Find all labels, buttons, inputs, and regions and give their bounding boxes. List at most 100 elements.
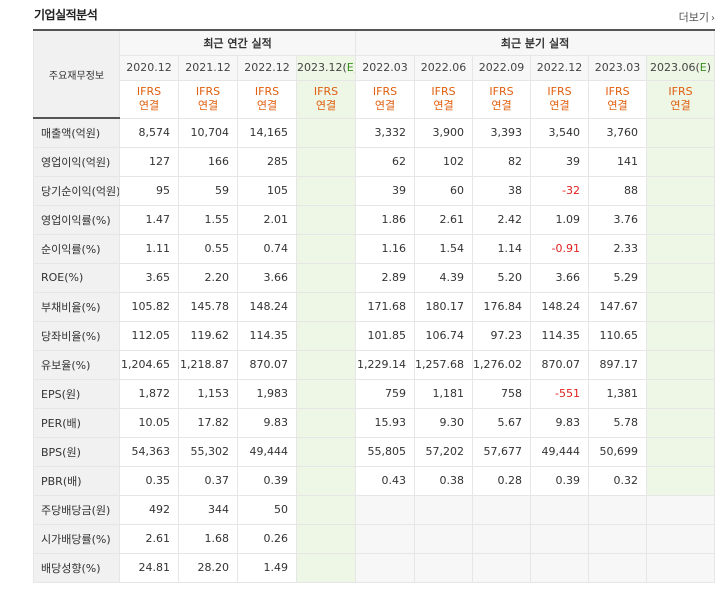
table-cell: 10,704 bbox=[178, 117, 238, 148]
section-title: 기업실적분석 bbox=[34, 8, 98, 22]
table-cell: 102 bbox=[414, 146, 474, 177]
table-cell: 0.74 bbox=[237, 233, 297, 264]
consolidated-label: 연결 bbox=[374, 99, 396, 112]
table-cell: 2.20 bbox=[178, 262, 238, 293]
period-header: 2022.12 bbox=[237, 54, 297, 81]
table-cell bbox=[646, 146, 716, 177]
table-cell: 97.23 bbox=[472, 320, 532, 351]
table-cell bbox=[530, 552, 590, 583]
period-header: 2022.12 bbox=[530, 54, 590, 81]
table-cell bbox=[472, 552, 532, 583]
row-label: 배당성향(%) bbox=[33, 552, 120, 583]
table-row: 순이익률(%) 1.11 0.55 0.74 1.16 1.54 1.14 -0.91 2.33 bbox=[33, 233, 716, 264]
table-cell: 114.35 bbox=[237, 320, 297, 351]
table-cell: 1,257.68 bbox=[414, 349, 474, 380]
row-label: BPS(원) bbox=[33, 436, 120, 467]
table-cell: 55,302 bbox=[178, 436, 238, 467]
table-cell: 1.11 bbox=[119, 233, 179, 264]
row-label: 당기순이익(억원) bbox=[33, 175, 120, 206]
table-cell: 105 bbox=[237, 175, 297, 206]
table-cell: 492 bbox=[119, 494, 179, 525]
table-cell bbox=[295, 349, 357, 380]
table-cell bbox=[472, 494, 532, 525]
quarter-group-header: 최근 분기 실적 bbox=[355, 29, 716, 56]
ifrs-badge: IFRS 연결 bbox=[237, 79, 297, 119]
table-cell: -32 bbox=[530, 175, 590, 206]
table-cell bbox=[355, 523, 416, 554]
table-cell: 1.09 bbox=[530, 204, 590, 235]
table-cell bbox=[646, 407, 716, 438]
period-header: 2023.03 bbox=[588, 54, 648, 81]
more-link[interactable]: 더보기 › bbox=[679, 9, 715, 25]
table-cell bbox=[295, 146, 357, 177]
table-cell: 1.16 bbox=[355, 233, 416, 264]
table-cell bbox=[295, 233, 357, 264]
table-cell: 1,872 bbox=[119, 378, 179, 409]
table-cell bbox=[355, 552, 416, 583]
table-row: 매출액(억원) 8,574 10,704 14,165 3,332 3,900 3,393 3… bbox=[33, 117, 716, 148]
row-label: PBR(배) bbox=[33, 465, 120, 496]
table-row: 유보율(%) 1,204.65 1,218.87 870.07 1,229.14 1,25… bbox=[33, 349, 716, 380]
table-cell: 88 bbox=[588, 175, 648, 206]
table-cell: 1.14 bbox=[472, 233, 532, 264]
table-cell: 62 bbox=[355, 146, 416, 177]
table-row: PBR(배) 0.35 0.37 0.39 0.43 0.38 0.28 0.39 0.32 bbox=[33, 465, 716, 496]
table-cell: 0.37 bbox=[178, 465, 238, 496]
table-cell: 1,153 bbox=[178, 378, 238, 409]
table-cell: 57,677 bbox=[472, 436, 532, 467]
table-cell: 112.05 bbox=[119, 320, 179, 351]
table-cell: 1.49 bbox=[237, 552, 297, 583]
consolidated-label: 연결 bbox=[433, 99, 454, 112]
table-cell: 114.35 bbox=[530, 320, 590, 351]
table-cell: 148.24 bbox=[237, 291, 297, 322]
table-cell bbox=[295, 291, 357, 322]
table-row: BPS(원) 54,363 55,302 49,444 55,805 57,202 57,6… bbox=[33, 436, 716, 467]
table-cell bbox=[295, 465, 357, 496]
table-cell: 119.62 bbox=[178, 320, 238, 351]
row-label: 시가배당률(%) bbox=[33, 523, 120, 554]
table-cell bbox=[588, 494, 648, 525]
period-header: 2021.12 bbox=[178, 54, 238, 81]
row-label: EPS(원) bbox=[33, 378, 120, 409]
table-cell bbox=[295, 494, 357, 525]
table-cell: 5.29 bbox=[588, 262, 648, 293]
table-cell: 1.55 bbox=[178, 204, 238, 235]
period-header: 2022.09 bbox=[472, 54, 532, 81]
period-header: 2022.03 bbox=[355, 54, 416, 81]
table-cell: 55,805 bbox=[355, 436, 416, 467]
table-cell: 344 bbox=[178, 494, 238, 525]
ifrs-label: IFRS bbox=[547, 85, 572, 98]
table-cell: 1,204.65 bbox=[119, 349, 179, 380]
table-cell: 49,444 bbox=[530, 436, 590, 467]
table-cell: 1.47 bbox=[119, 204, 179, 235]
table-cell bbox=[646, 117, 716, 148]
table-cell bbox=[588, 523, 648, 554]
ifrs-badge: IFRS 연결 bbox=[646, 79, 716, 119]
table-cell: 2.01 bbox=[237, 204, 297, 235]
consolidated-label: 연결 bbox=[670, 99, 691, 112]
ifrs-badge: IFRS 연결 bbox=[355, 79, 416, 119]
table-cell bbox=[646, 175, 716, 206]
more-label[interactable]: 더보기 bbox=[678, 11, 709, 24]
table-cell: 897.17 bbox=[588, 349, 648, 380]
table-cell bbox=[472, 523, 532, 554]
table-cell: 176.84 bbox=[472, 291, 532, 322]
table-cell: -0.91 bbox=[530, 233, 590, 264]
table-cell: 3,393 bbox=[472, 117, 532, 148]
table-cell: 54,363 bbox=[119, 436, 179, 467]
table-cell: 0.39 bbox=[530, 465, 590, 496]
table-cell: 14,165 bbox=[237, 117, 297, 148]
consolidated-label: 연결 bbox=[607, 99, 628, 112]
table-cell: 870.07 bbox=[530, 349, 590, 380]
table-cell: 15.93 bbox=[355, 407, 416, 438]
table-row: 부채비율(%) 105.82 145.78 148.24 171.68 180.17 176… bbox=[33, 291, 716, 322]
table-cell bbox=[646, 262, 716, 293]
table-cell: 0.38 bbox=[414, 465, 474, 496]
table-cell: 2.61 bbox=[414, 204, 474, 235]
ifrs-badge: IFRS 연결 bbox=[588, 79, 648, 119]
table-cell bbox=[530, 523, 590, 554]
table-cell: 5.20 bbox=[472, 262, 532, 293]
ifrs-label: IFRS bbox=[605, 85, 630, 98]
table-cell: 60 bbox=[414, 175, 474, 206]
table-cell: 8,574 bbox=[119, 117, 179, 148]
